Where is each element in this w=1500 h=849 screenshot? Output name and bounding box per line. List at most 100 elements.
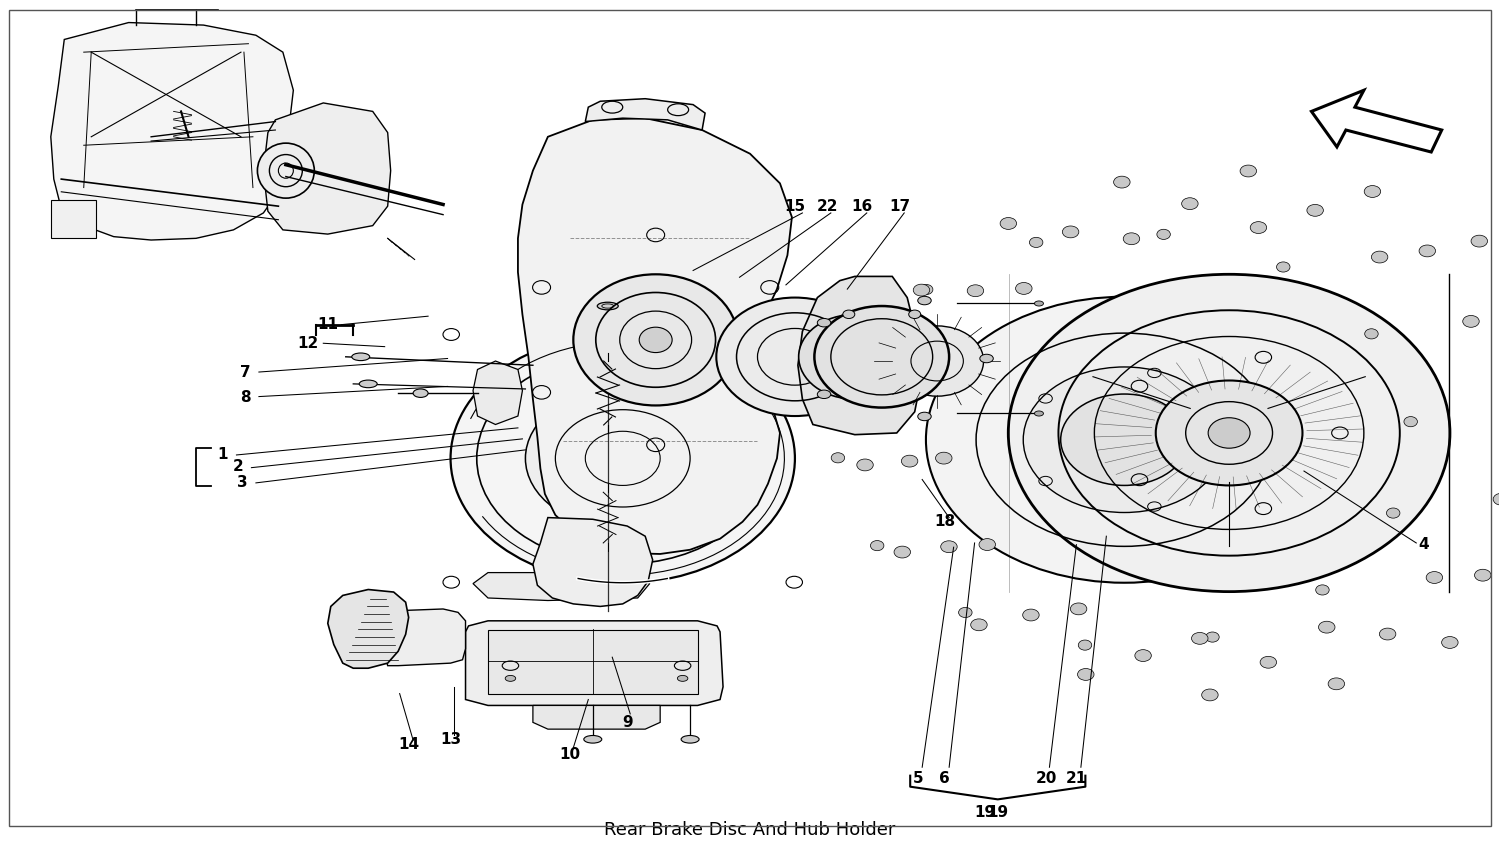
Ellipse shape <box>918 413 932 420</box>
Ellipse shape <box>1419 245 1436 257</box>
Ellipse shape <box>1078 640 1092 650</box>
Ellipse shape <box>1035 411 1044 416</box>
Polygon shape <box>465 621 723 706</box>
Ellipse shape <box>1202 689 1218 701</box>
Polygon shape <box>51 23 294 240</box>
Ellipse shape <box>1364 186 1380 198</box>
Ellipse shape <box>940 541 957 553</box>
Ellipse shape <box>1276 261 1290 272</box>
Ellipse shape <box>856 459 873 471</box>
Ellipse shape <box>1016 283 1032 295</box>
Text: 8: 8 <box>240 390 250 405</box>
Ellipse shape <box>1250 222 1266 233</box>
Ellipse shape <box>597 302 618 310</box>
Ellipse shape <box>525 388 720 529</box>
Ellipse shape <box>1208 418 1249 448</box>
Ellipse shape <box>1328 678 1344 689</box>
Ellipse shape <box>1077 668 1094 680</box>
Polygon shape <box>328 589 408 668</box>
Ellipse shape <box>1426 571 1443 583</box>
Ellipse shape <box>910 365 927 377</box>
Ellipse shape <box>1404 417 1417 427</box>
Text: 19: 19 <box>975 805 996 819</box>
Ellipse shape <box>970 619 987 631</box>
Text: 2: 2 <box>232 459 243 475</box>
Ellipse shape <box>818 318 831 327</box>
Text: 3: 3 <box>237 475 248 490</box>
Bar <box>51 200 96 239</box>
Ellipse shape <box>1156 229 1170 239</box>
Ellipse shape <box>958 607 972 617</box>
Text: 18: 18 <box>934 514 956 529</box>
Text: 14: 14 <box>398 737 418 752</box>
Ellipse shape <box>1136 649 1152 661</box>
Ellipse shape <box>936 453 952 464</box>
Polygon shape <box>532 518 652 606</box>
Ellipse shape <box>678 676 688 682</box>
Ellipse shape <box>358 380 376 388</box>
Ellipse shape <box>1023 609 1040 621</box>
Text: 9: 9 <box>622 715 633 730</box>
Ellipse shape <box>1472 235 1488 247</box>
Ellipse shape <box>1071 603 1088 615</box>
Ellipse shape <box>926 296 1323 582</box>
Ellipse shape <box>1023 367 1226 513</box>
Ellipse shape <box>870 541 883 551</box>
Ellipse shape <box>1442 637 1458 649</box>
Ellipse shape <box>1182 198 1198 210</box>
Ellipse shape <box>968 284 984 296</box>
Ellipse shape <box>1060 394 1188 486</box>
Ellipse shape <box>1191 633 1208 644</box>
Ellipse shape <box>1318 621 1335 633</box>
Ellipse shape <box>450 334 795 583</box>
Text: 20: 20 <box>1036 771 1058 785</box>
Ellipse shape <box>1062 226 1078 238</box>
Text: 12: 12 <box>297 335 320 351</box>
Ellipse shape <box>1124 233 1140 245</box>
Text: 4: 4 <box>1419 537 1430 552</box>
Polygon shape <box>382 609 465 666</box>
Ellipse shape <box>639 327 672 352</box>
Ellipse shape <box>506 676 516 682</box>
Text: 10: 10 <box>560 747 580 762</box>
Ellipse shape <box>948 361 964 373</box>
Text: 21: 21 <box>1066 771 1088 785</box>
Text: 6: 6 <box>939 771 950 785</box>
Ellipse shape <box>1306 205 1323 216</box>
Ellipse shape <box>902 455 918 467</box>
Polygon shape <box>1311 90 1442 152</box>
Ellipse shape <box>1371 251 1388 263</box>
Ellipse shape <box>849 362 862 372</box>
Ellipse shape <box>1316 585 1329 595</box>
Ellipse shape <box>1386 508 1400 518</box>
Ellipse shape <box>1260 656 1276 668</box>
Text: 16: 16 <box>852 199 873 214</box>
Ellipse shape <box>413 389 428 397</box>
Ellipse shape <box>920 284 933 295</box>
Ellipse shape <box>258 143 315 198</box>
Ellipse shape <box>909 310 921 318</box>
Text: 19: 19 <box>987 805 1008 819</box>
Ellipse shape <box>1000 217 1017 229</box>
Polygon shape <box>518 118 792 554</box>
Ellipse shape <box>1380 628 1396 640</box>
Ellipse shape <box>980 538 996 550</box>
Text: 7: 7 <box>240 364 250 380</box>
Bar <box>488 630 698 694</box>
Ellipse shape <box>891 326 984 396</box>
Ellipse shape <box>573 274 738 406</box>
Ellipse shape <box>831 453 844 463</box>
Polygon shape <box>798 277 922 435</box>
Ellipse shape <box>914 284 930 296</box>
Ellipse shape <box>1462 316 1479 328</box>
Ellipse shape <box>798 314 910 399</box>
Ellipse shape <box>1365 329 1378 339</box>
Polygon shape <box>585 98 705 130</box>
Polygon shape <box>472 572 650 600</box>
Ellipse shape <box>1492 493 1500 505</box>
Polygon shape <box>758 327 802 352</box>
Ellipse shape <box>1113 177 1130 188</box>
Text: 17: 17 <box>890 199 910 214</box>
Ellipse shape <box>717 297 873 416</box>
Ellipse shape <box>843 310 855 318</box>
